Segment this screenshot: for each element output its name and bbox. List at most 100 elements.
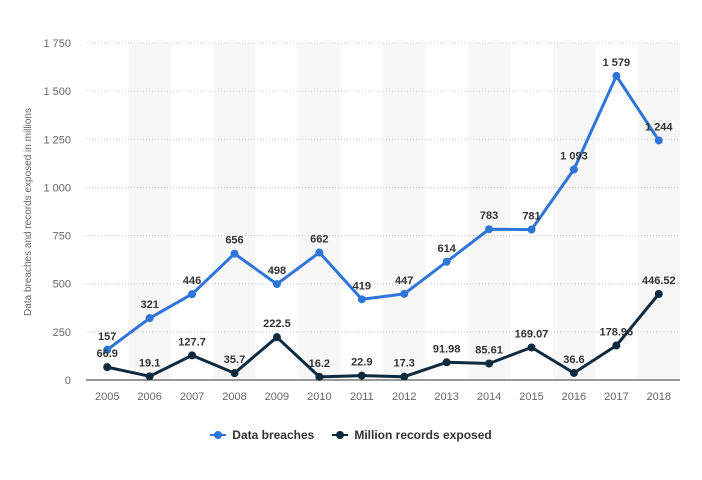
data-label: 91.98 — [433, 343, 461, 355]
data-label: 157 — [98, 331, 116, 343]
data-point — [400, 372, 409, 381]
x-tick-label: 2014 — [477, 391, 501, 403]
data-point — [442, 257, 451, 266]
y-tick-label: 0 — [65, 375, 71, 387]
data-point — [654, 136, 663, 145]
data-label: 781 — [522, 211, 540, 223]
data-point — [315, 248, 324, 257]
x-tick-label: 2007 — [180, 391, 204, 403]
legend-marker-icon — [210, 430, 227, 440]
alternating-column-bands — [128, 43, 680, 380]
x-tick-label: 2012 — [392, 391, 416, 403]
y-axis-ticks: 0 250 500 750 1 000 1 250 1 500 1 750 — [43, 38, 71, 387]
data-label: 16.2 — [309, 358, 330, 370]
x-tick-label: 2013 — [434, 391, 458, 403]
data-label: 662 — [310, 234, 328, 246]
x-tick-label: 2010 — [307, 391, 331, 403]
data-point — [485, 359, 494, 368]
data-point — [188, 351, 197, 360]
x-axis-ticks: 2005 2006 2007 2008 2009 2010 2011 2012 2013 2014… — [95, 391, 671, 403]
legend: Data breaches Million records exposed — [0, 428, 702, 442]
column-band — [128, 43, 171, 380]
data-point — [315, 372, 324, 381]
data-label: 321 — [140, 299, 158, 311]
data-point — [357, 295, 366, 304]
data-label: 178.96 — [600, 327, 634, 339]
x-tick-label: 2015 — [519, 391, 543, 403]
data-label: 222.5 — [263, 318, 291, 330]
data-point — [442, 358, 451, 367]
x-tick-label: 2006 — [137, 391, 161, 403]
data-point — [485, 225, 494, 234]
data-label: 446.52 — [642, 275, 676, 287]
column-band — [467, 43, 511, 380]
data-point — [272, 333, 281, 342]
x-tick-label: 2011 — [350, 391, 374, 403]
x-tick-label: 2016 — [562, 391, 586, 403]
data-label: 1 244 — [645, 121, 673, 133]
x-tick-label: 2018 — [647, 391, 671, 403]
data-point — [357, 371, 366, 380]
data-label: 17.3 — [394, 358, 415, 370]
data-label: 19.1 — [139, 357, 160, 369]
column-band — [552, 43, 596, 380]
x-tick-label: 2005 — [95, 391, 119, 403]
data-point — [272, 280, 281, 289]
column-band — [298, 43, 341, 380]
y-axis-label: Data breaches and records exposed in mil… — [23, 108, 34, 316]
data-point — [569, 165, 578, 174]
series-line — [106, 293, 660, 379]
data-label: 22.9 — [351, 357, 372, 369]
y-tick-label: 1 000 — [43, 182, 71, 194]
data-label: 36.6 — [563, 354, 584, 366]
data-point — [145, 314, 154, 323]
data-labels: 157 321 446 656 498 662 419 447 614 783 781 1 093 1 … — [97, 57, 676, 370]
data-label: 35.7 — [224, 354, 245, 366]
data-label: 447 — [395, 275, 413, 287]
y-tick-label: 1 250 — [43, 134, 71, 146]
data-point — [400, 289, 409, 298]
data-label: 656 — [225, 235, 243, 247]
legend-item-data-breaches[interactable]: Data breaches — [210, 428, 314, 442]
legend-label: Data breaches — [232, 428, 315, 442]
data-label: 614 — [437, 243, 456, 255]
data-point — [230, 369, 239, 378]
column-band — [637, 43, 680, 380]
data-point — [569, 368, 578, 377]
data-label: 419 — [353, 280, 371, 292]
data-point — [103, 363, 112, 372]
legend-label: Million records exposed — [354, 428, 492, 442]
gridlines — [86, 42, 680, 333]
series-line — [106, 74, 661, 352]
data-point — [527, 225, 536, 234]
legend-item-records-exposed[interactable]: Million records exposed — [332, 428, 492, 442]
y-tick-label: 750 — [53, 231, 71, 243]
column-band — [213, 43, 256, 380]
data-label: 446 — [183, 275, 201, 287]
data-label: 66.9 — [97, 348, 118, 360]
data-point — [145, 372, 154, 381]
x-tick-label: 2017 — [604, 391, 628, 403]
data-point — [188, 290, 197, 299]
y-tick-label: 500 — [53, 279, 71, 291]
data-point — [103, 345, 112, 354]
legend-marker-icon — [332, 430, 349, 440]
data-label: 783 — [480, 210, 498, 222]
data-point — [230, 249, 239, 258]
y-tick-label: 1 500 — [43, 86, 71, 98]
data-label: 169.07 — [515, 328, 549, 340]
y-tick-label: 1 750 — [43, 38, 71, 50]
data-point — [612, 71, 621, 80]
data-point — [612, 341, 621, 350]
line-chart: 0 250 500 750 1 000 1 250 1 500 1 750 2005 2006 2… — [23, 38, 680, 403]
data-point — [527, 343, 536, 352]
x-tick-label: 2008 — [222, 391, 246, 403]
y-tick-label: 250 — [53, 327, 71, 339]
data-label: 1 579 — [603, 57, 631, 69]
data-point — [654, 290, 663, 299]
data-label: 127.7 — [178, 336, 206, 348]
column-band — [383, 43, 426, 380]
data-label: 85.61 — [475, 345, 503, 357]
data-label: 498 — [268, 265, 286, 277]
series-lines — [103, 71, 663, 381]
